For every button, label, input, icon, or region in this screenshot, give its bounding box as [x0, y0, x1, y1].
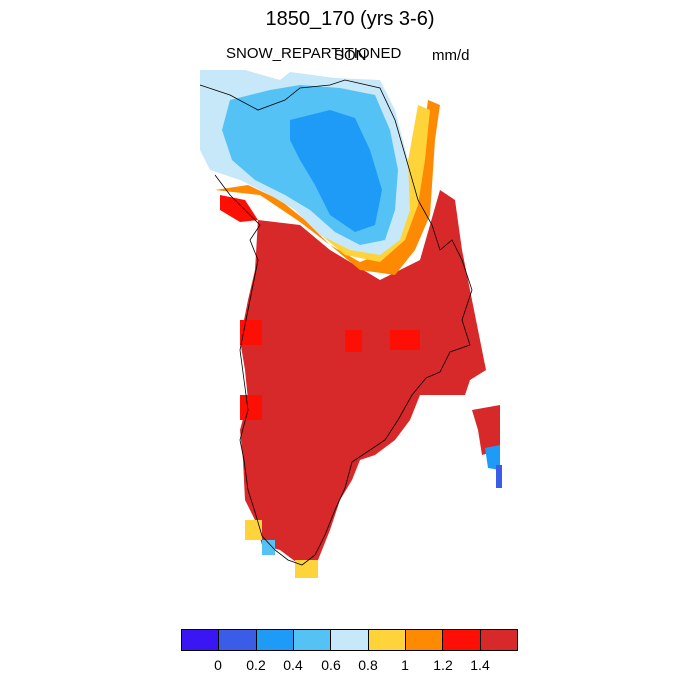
colorbar-label: 0.6	[321, 657, 340, 673]
colorbar-box	[369, 630, 406, 650]
colorbar-box	[481, 630, 517, 650]
colorbar-label: 1.4	[470, 657, 489, 673]
colorbar-box	[294, 630, 331, 650]
colorbar-label: 1	[401, 657, 409, 673]
colorbar-box	[443, 630, 480, 650]
colorbar	[181, 629, 518, 651]
colorbar-box	[219, 630, 256, 650]
colorbar-label: 0.4	[283, 657, 302, 673]
colorbar-label: 0.8	[358, 657, 377, 673]
colorbar-label: 0.2	[246, 657, 265, 673]
colorbar-box	[182, 630, 219, 650]
colorbar-box	[257, 630, 294, 650]
colorbar-label: 0	[214, 657, 222, 673]
colorbar-box	[406, 630, 443, 650]
region-island-deep	[496, 465, 502, 488]
colorbar-label: 1.2	[433, 657, 452, 673]
colorbar-box	[331, 630, 368, 650]
